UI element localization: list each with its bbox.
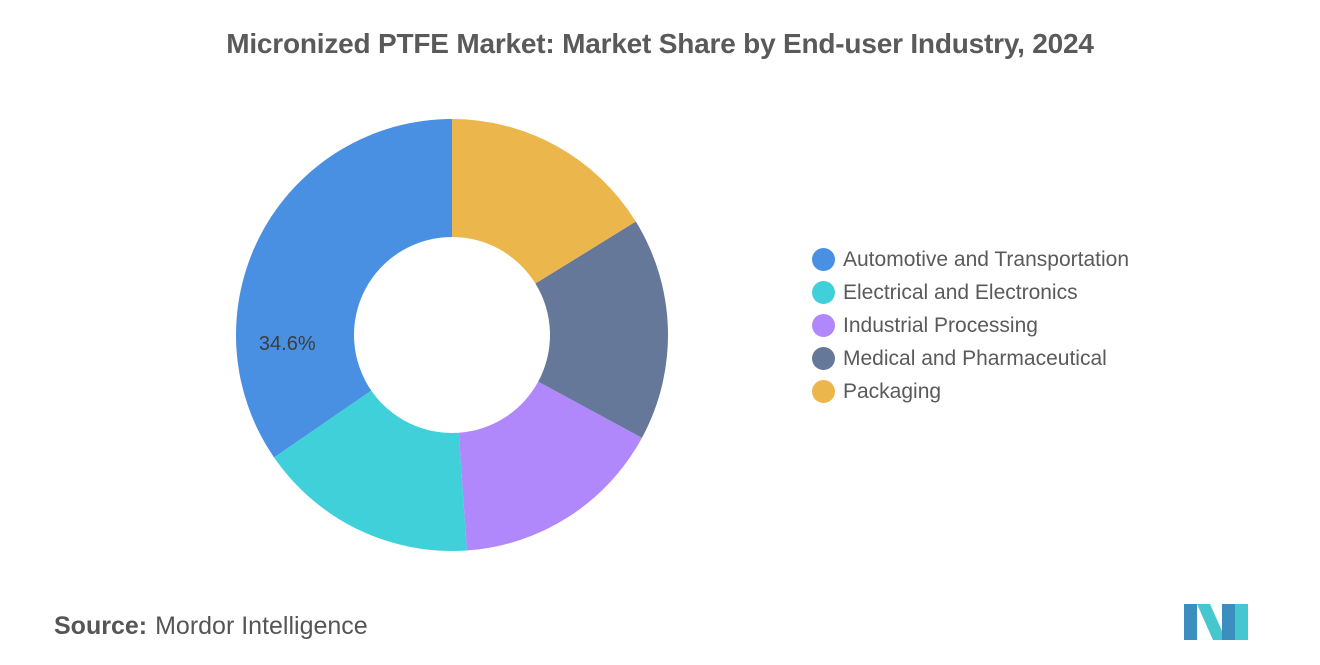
legend-swatch: [812, 380, 835, 403]
legend-swatch: [812, 281, 835, 304]
slice-electrical-and-electronics: [274, 390, 467, 552]
legend-swatch: [812, 248, 835, 271]
legend-label: Industrial Processing: [843, 313, 1038, 337]
chart-title: Micronized PTFE Market: Market Share by …: [226, 28, 1094, 59]
mordor-intelligence-logo-icon: [1184, 604, 1248, 640]
legend-swatch: [812, 314, 835, 337]
legend-label: Electrical and Electronics: [843, 280, 1078, 304]
legend-label: Automotive and Transportation: [843, 247, 1130, 271]
slice-medical-and-pharmaceutical: [535, 221, 668, 438]
data-label-automotive-and-transportation: 34.6%: [259, 333, 316, 355]
source-value: Mordor Intelligence: [155, 612, 368, 640]
legend-item-industrial-processing: Industrial Processing: [812, 309, 1129, 342]
legend-item-medical-and-pharmaceutical: Medical and Pharmaceutical: [812, 342, 1129, 375]
legend-item-electrical-and-electronics: Electrical and Electronics: [812, 276, 1129, 309]
legend-item-packaging: Packaging: [812, 375, 1129, 408]
legend-label: Packaging: [843, 379, 942, 403]
slice-packaging: [452, 119, 636, 284]
chart-legend: Automotive and Transportation Electrical …: [812, 243, 1129, 408]
slice-industrial-processing: [458, 381, 642, 551]
legend-item-automotive-and-transportation: Automotive and Transportation: [812, 243, 1129, 276]
source-label: Source:: [54, 612, 148, 640]
slice-automotive-and-transportation: [236, 119, 452, 458]
source-note: Source: Mordor Intelligence: [54, 612, 368, 641]
legend-swatch: [812, 347, 835, 370]
legend-label: Medical and Pharmaceutical: [843, 346, 1107, 370]
